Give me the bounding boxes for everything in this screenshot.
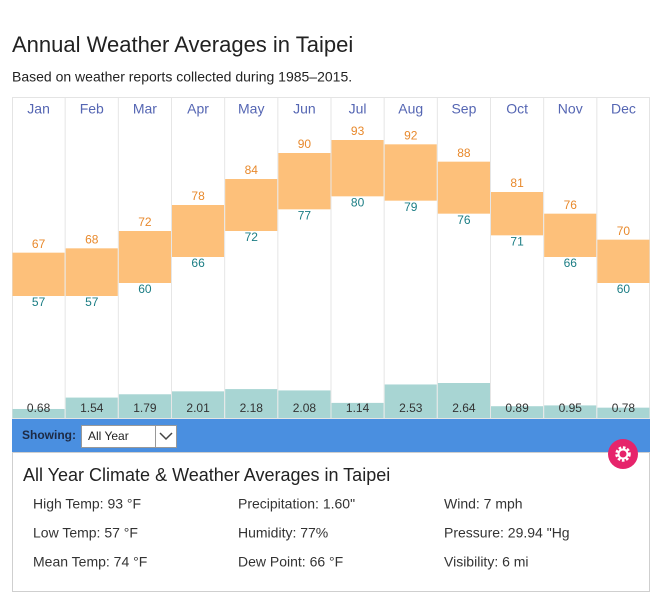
low-temp-label: 76 [457,213,471,227]
precipitation-bar [65,397,118,418]
precipitation-bar [491,406,544,418]
summary-item: Wind: 7 mph [444,496,523,512]
temp-range-bar [491,192,544,236]
precipitation-bar [172,391,225,418]
precipitation-bar [437,383,490,418]
month-label: Oct [506,101,528,117]
temp-range-bar [172,205,225,257]
low-temp-label: 80 [351,196,365,210]
month-label: Nov [558,101,583,117]
high-temp-label: 81 [510,176,524,190]
period-select-value[interactable]: All Year [88,429,129,443]
summary-item: Dew Point: 66 °F [238,554,343,570]
low-temp-label: 66 [191,256,205,270]
summary-item: Mean Temp: 74 °F [33,554,147,570]
select-chevron[interactable] [159,432,173,441]
temp-range-bar [597,239,650,283]
precipitation-label: 0.68 [27,401,51,415]
month-label: Jan [27,101,50,117]
settings-button[interactable] [608,439,638,469]
precipitation-bar [278,390,331,418]
high-temp-label: 72 [138,215,152,229]
precipitation-label: 0.78 [612,401,636,415]
month-label: Jul [349,101,367,117]
month-label: Feb [80,101,104,117]
temp-range-bar [278,153,331,210]
high-temp-label: 90 [298,137,312,151]
month-label: Jun [293,101,316,117]
temp-range-bar [225,179,278,231]
temp-range-bar [384,144,437,201]
month-label: May [238,101,264,117]
temp-range-bar [437,161,490,214]
high-temp-label: 92 [404,129,418,143]
low-temp-label: 71 [510,235,524,249]
month-label: Dec [611,101,636,117]
precipitation-label: 2.18 [240,401,264,415]
summary-title: All Year Climate & Weather Averages in T… [23,465,390,485]
summary-panel [12,452,650,592]
precipitation-label: 1.14 [346,401,370,415]
low-temp-label: 57 [85,295,99,309]
summary-item: Precipitation: 1.60" [238,496,355,512]
precipitation-label: 0.89 [505,401,529,415]
showing-label: Showing: [22,428,76,442]
month-label: Sep [451,101,476,117]
precipitation-bar [597,407,650,418]
summary-item: Low Temp: 57 °F [33,525,138,541]
subtitle: Based on weather reports collected durin… [12,69,352,85]
precipitation-bar [331,402,384,418]
temp-range-bar [331,140,384,197]
low-temp-label: 60 [138,282,152,296]
precipitation-label: 2.64 [452,401,476,415]
high-temp-label: 68 [85,233,99,247]
temp-range-bar [544,213,597,257]
precipitation-bar [12,408,65,418]
precipitation-label: 1.54 [80,401,104,415]
precipitation-bar [225,389,278,418]
precipitation-label: 0.95 [559,401,583,415]
low-temp-label: 79 [404,200,418,214]
title: Annual Weather Averages in Taipei [12,32,353,57]
temp-range-bar [65,248,118,296]
high-temp-label: 70 [617,224,631,238]
precipitation-label: 1.79 [133,401,157,415]
high-temp-label: 78 [191,189,205,203]
precipitation-bar [544,405,597,418]
low-temp-label: 72 [245,230,259,244]
month-label: Aug [398,101,423,117]
high-temp-label: 67 [32,237,46,251]
month-label: Apr [187,101,209,117]
high-temp-label: 88 [457,146,471,160]
period-select[interactable] [81,425,177,448]
precipitation-bar [118,394,171,418]
precipitation-label: 2.01 [186,401,210,415]
summary-item: Visibility: 6 mi [444,554,529,570]
summary-item: Pressure: 29.94 "Hg [444,525,570,541]
low-temp-label: 57 [32,295,46,309]
high-temp-label: 76 [564,198,578,212]
high-temp-label: 93 [351,124,365,138]
low-temp-label: 66 [564,256,578,270]
temp-range-bar [118,231,171,283]
summary-item: Humidity: 77% [238,525,328,541]
precipitation-label: 2.53 [399,401,423,415]
temp-range-bar [12,252,65,296]
precipitation-bar [384,384,437,418]
precipitation-label: 2.08 [293,401,317,415]
low-temp-label: 60 [617,282,631,296]
low-temp-label: 77 [298,209,312,223]
gear-icon[interactable] [615,446,631,462]
summary-item: High Temp: 93 °F [33,496,141,512]
high-temp-label: 84 [245,163,259,177]
month-label: Mar [133,101,157,117]
